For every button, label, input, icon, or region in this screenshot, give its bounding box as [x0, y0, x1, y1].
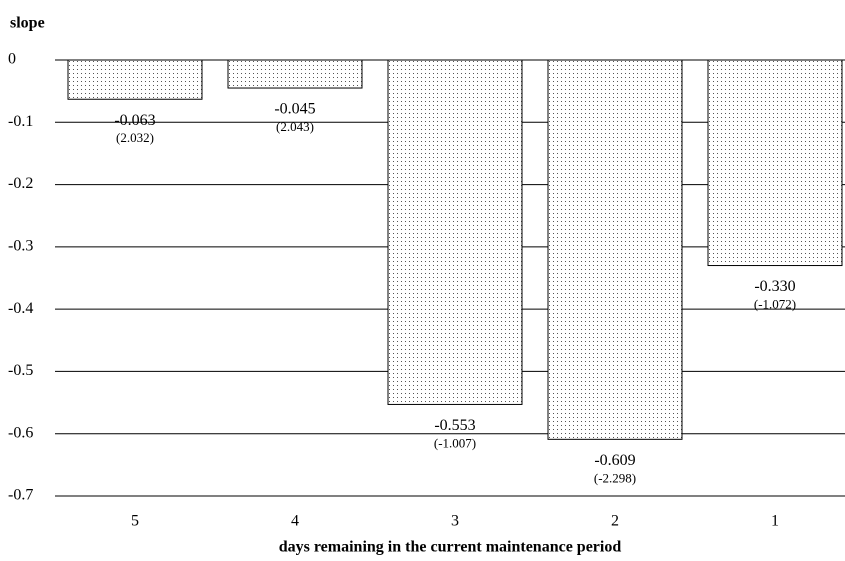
bar — [707, 59, 843, 267]
x-tick-label: 2 — [611, 513, 619, 530]
x-tick-label: 4 — [291, 513, 299, 530]
bar — [387, 59, 523, 405]
y-tick-label: -0.4 — [8, 300, 33, 317]
value-label: -0.063 — [114, 112, 155, 129]
y-tick-label: -0.2 — [8, 175, 33, 192]
t-label: (2.043) — [276, 119, 314, 134]
x-axis-title: days remaining in the current maintenanc… — [279, 539, 622, 556]
value-label: -0.553 — [434, 417, 475, 434]
x-tick-label: 1 — [771, 513, 779, 530]
t-label: (-1.007) — [434, 435, 476, 450]
value-label: -0.330 — [754, 278, 795, 295]
value-label: -0.045 — [274, 101, 315, 118]
t-label: (-1.072) — [754, 297, 796, 312]
y-tick-label: -0.6 — [8, 424, 33, 441]
y-tick-label: -0.3 — [8, 238, 33, 255]
bar — [67, 59, 203, 100]
bar — [547, 59, 683, 440]
y-tick-label: -0.1 — [8, 113, 33, 130]
bar — [227, 59, 363, 89]
x-tick-label: 3 — [451, 513, 459, 530]
t-label: (-2.298) — [594, 470, 636, 485]
y-tick-label: 0 — [8, 51, 16, 68]
x-tick-label: 5 — [131, 513, 139, 530]
t-label: (2.032) — [116, 130, 154, 145]
y-tick-label: -0.7 — [8, 487, 33, 504]
y-axis-title: slope — [10, 15, 45, 32]
y-tick-label: -0.5 — [8, 362, 33, 379]
value-label: -0.609 — [594, 452, 635, 469]
